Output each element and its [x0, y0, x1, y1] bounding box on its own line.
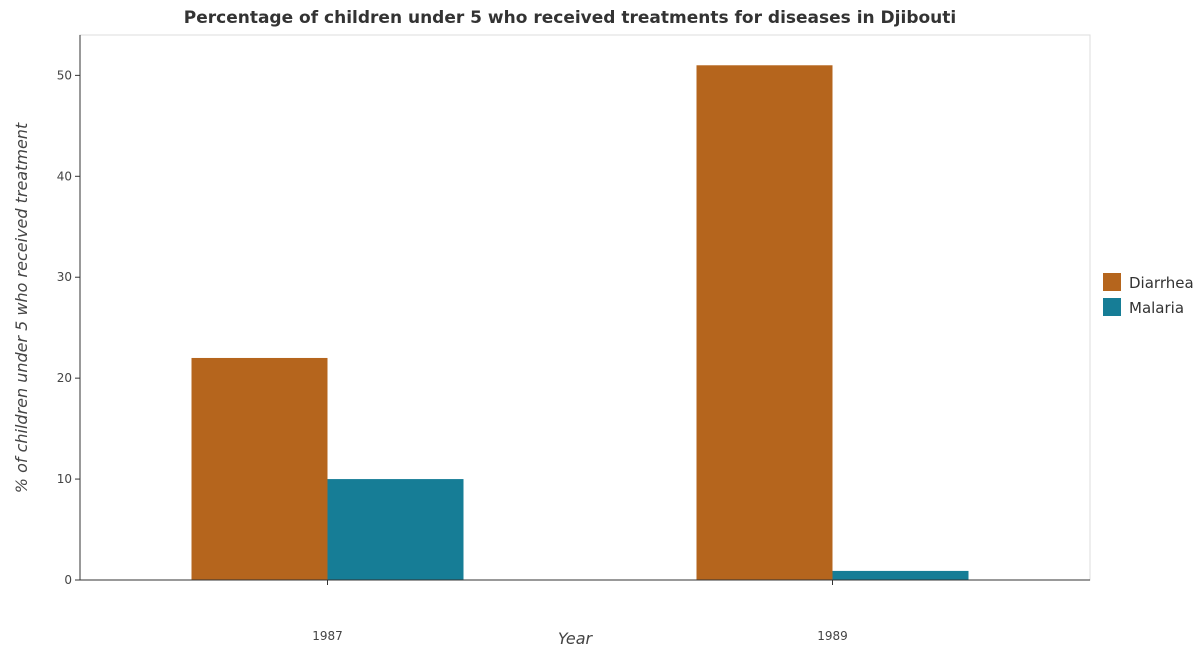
- x-axis-label: Year: [558, 629, 594, 648]
- y-tick-label: 0: [64, 573, 72, 587]
- bar-malaria-1989: [832, 570, 969, 580]
- y-tick-label: 50: [57, 68, 72, 82]
- chart-title: Percentage of children under 5 who recei…: [184, 8, 956, 28]
- y-tick-label: 10: [57, 472, 72, 486]
- x-tick-label: 1987: [312, 629, 343, 643]
- bar-malaria-1987: [327, 479, 464, 580]
- legend: Diarrhea Malaria: [1103, 273, 1194, 317]
- legend-swatch-diarrhea: [1103, 273, 1121, 291]
- y-tick-label: 30: [57, 270, 72, 284]
- x-tick-label: 1989: [817, 629, 848, 643]
- y-tick-label: 40: [57, 169, 72, 183]
- bar-diarrhea-1989: [696, 65, 833, 581]
- legend-label-diarrhea: Diarrhea: [1129, 274, 1194, 292]
- legend-label-malaria: Malaria: [1129, 299, 1184, 317]
- y-axis-label: % of children under 5 who received treat…: [12, 122, 31, 493]
- legend-swatch-malaria: [1103, 298, 1121, 316]
- y-tick-label: 20: [57, 371, 72, 385]
- bar-diarrhea-1987: [191, 357, 328, 580]
